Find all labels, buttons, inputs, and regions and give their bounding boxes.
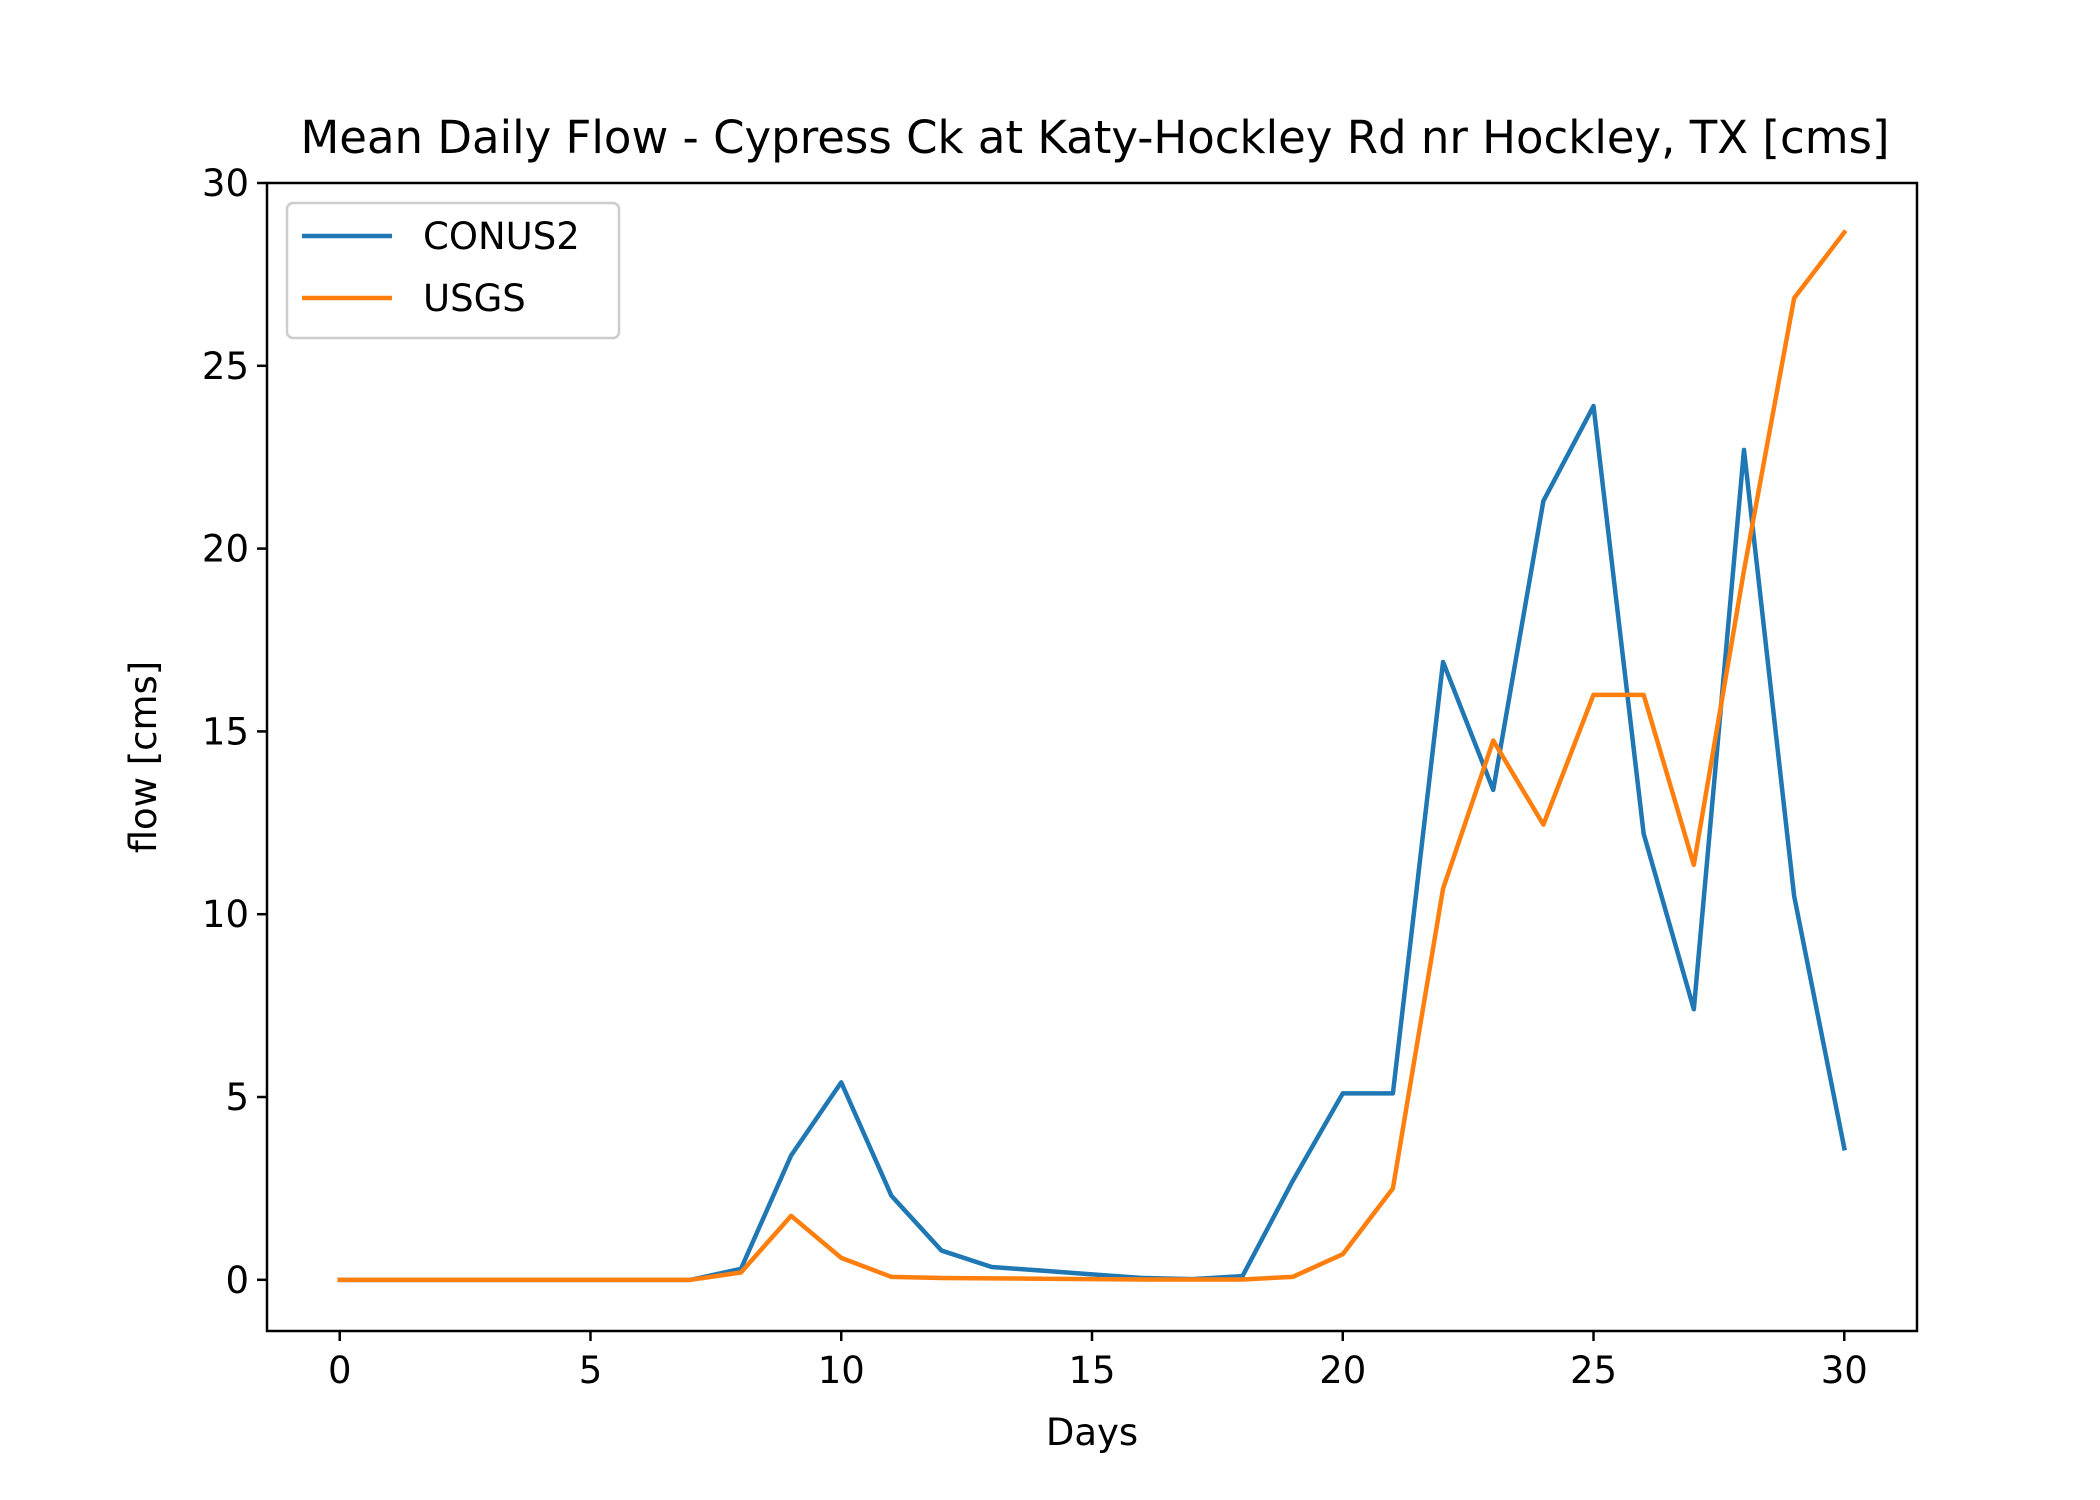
- y-tick-label: 0: [225, 1259, 249, 1302]
- x-tick-label: 15: [1068, 1349, 1115, 1392]
- x-tick-label: 25: [1570, 1349, 1617, 1392]
- legend-label-usgs: USGS: [423, 277, 526, 320]
- y-axis-label: flow [cms]: [122, 661, 165, 854]
- chart-title: Mean Daily Flow - Cypress Ck at Katy-Hoc…: [300, 111, 1889, 164]
- x-tick-label: 0: [328, 1349, 352, 1392]
- x-tick-label: 30: [1821, 1349, 1868, 1392]
- y-tick-label: 5: [225, 1076, 249, 1119]
- y-tick-label: 10: [202, 893, 249, 936]
- y-tick-label: 25: [202, 345, 249, 388]
- y-tick-label: 30: [202, 162, 249, 205]
- y-axis: 0 5 10 15 20 25 30: [202, 162, 267, 1302]
- series-layer: [337, 229, 1848, 1283]
- y-tick-label: 15: [202, 710, 249, 753]
- x-axis-label: Days: [1046, 1411, 1138, 1454]
- x-axis: 0 5 10 15 20 25 30: [328, 1331, 1868, 1392]
- y-tick-label: 20: [202, 528, 249, 571]
- series-line-usgs: [337, 229, 1848, 1283]
- x-tick-label: 5: [579, 1349, 603, 1392]
- legend-label-conus2: CONUS2: [423, 215, 580, 258]
- x-tick-label: 10: [818, 1349, 865, 1392]
- legend: CONUS2 USGS: [285, 201, 621, 340]
- x-tick-label: 20: [1319, 1349, 1366, 1392]
